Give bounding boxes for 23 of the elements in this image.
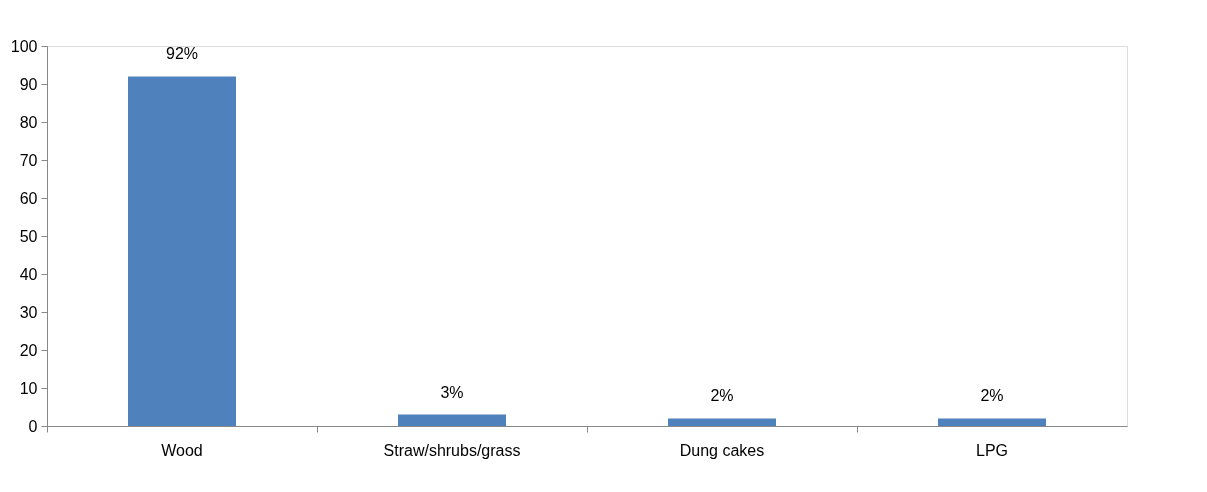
y-tick-label: 0 xyxy=(28,417,38,435)
x-tick-label: Dung cakes xyxy=(679,441,765,459)
data-label: 2% xyxy=(710,387,734,405)
x-tick-label: Straw/shrubs/grass xyxy=(383,441,521,459)
x-tick-label: LPG xyxy=(975,441,1009,459)
y-tick-label: 60 xyxy=(19,189,38,207)
bar xyxy=(668,418,776,426)
data-label: 3% xyxy=(440,383,464,401)
y-tick-label: 10 xyxy=(19,379,38,397)
y-tick-label: 20 xyxy=(19,341,38,359)
y-tick-label: 50 xyxy=(19,227,38,245)
y-tick-label: 70 xyxy=(19,151,38,169)
data-label: 92% xyxy=(165,45,199,63)
y-tick-label: 30 xyxy=(19,303,38,321)
y-tick-label: 80 xyxy=(19,113,38,131)
y-tick-label: 90 xyxy=(19,75,38,93)
data-label: 2% xyxy=(980,387,1004,405)
bar xyxy=(398,414,506,426)
bar xyxy=(938,418,1046,426)
x-tick-label: Wood xyxy=(161,441,203,459)
bar xyxy=(128,76,236,426)
y-tick-label: 40 xyxy=(19,265,38,283)
y-tick-label: 100 xyxy=(10,37,38,55)
